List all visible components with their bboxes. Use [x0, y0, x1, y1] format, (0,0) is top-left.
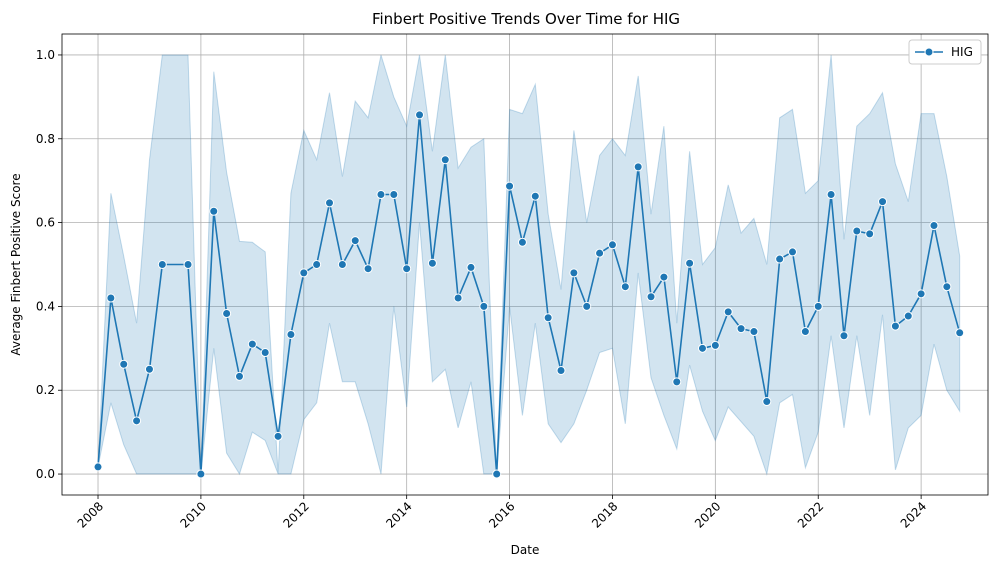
data-point: [299, 268, 309, 278]
data-point: [569, 268, 579, 278]
y-tick-label: 0.4: [36, 299, 55, 313]
data-point: [942, 282, 952, 292]
data-point: [620, 282, 630, 292]
y-tick-label: 0.6: [36, 216, 55, 230]
data-point: [813, 301, 823, 311]
data-point: [453, 293, 463, 303]
data-point: [427, 258, 437, 268]
legend-marker-icon: [924, 47, 934, 57]
data-point: [247, 339, 257, 349]
data-point: [402, 264, 412, 274]
y-tick-label: 0.0: [36, 467, 55, 481]
x-tick-label: 2008: [75, 499, 106, 530]
data-point: [492, 469, 502, 479]
x-tick-label: 2016: [486, 499, 517, 530]
data-point: [865, 229, 875, 239]
x-tick-label: 2022: [795, 499, 826, 530]
data-point: [222, 309, 232, 319]
data-point: [363, 264, 373, 274]
data-point: [710, 340, 720, 350]
x-axis-ticks: 2008 2010 2012 2014 2016 2018 2020 2022 2024: [75, 495, 929, 531]
confidence-band-layer: [97, 54, 961, 476]
data-point: [260, 348, 270, 358]
data-point: [530, 191, 540, 201]
data-point: [955, 328, 965, 338]
data-point: [762, 397, 772, 407]
x-tick-label: 2012: [280, 499, 311, 530]
y-tick-label: 0.8: [36, 132, 55, 146]
data-point: [93, 462, 103, 472]
x-tick-label: 2014: [383, 499, 414, 530]
data-point: [157, 260, 167, 269]
data-point: [595, 248, 605, 258]
data-point: [106, 293, 116, 303]
x-tick-label: 2010: [178, 499, 209, 530]
data-point: [697, 343, 707, 353]
data-point: [183, 260, 193, 269]
data-point: [685, 258, 695, 268]
data-point: [723, 307, 733, 317]
y-axis-ticks: 0.0 0.2 0.4 0.6 0.8 1.0: [36, 48, 62, 481]
legend-box: [908, 39, 982, 65]
data-point: [826, 190, 836, 200]
data-point: [234, 371, 244, 381]
data-point: [209, 206, 219, 216]
x-tick-label: 2024: [898, 499, 929, 530]
y-axis-title: Average Finbert Positive Score: [9, 173, 23, 355]
chart-title: Finbert Positive Trends Over Time for HI…: [372, 10, 680, 28]
data-point: [505, 181, 515, 191]
legend: HIG: [908, 39, 982, 65]
x-tick-label: 2020: [692, 499, 723, 530]
data-point: [916, 289, 926, 299]
y-tick-label: 0.2: [36, 383, 55, 397]
data-point: [466, 262, 476, 272]
data-point: [479, 301, 489, 311]
data-point: [800, 327, 810, 337]
data-point: [633, 162, 643, 172]
data-point: [273, 431, 283, 441]
confidence-band: [97, 54, 961, 476]
data-point: [325, 198, 335, 208]
legend-label: HIG: [951, 45, 973, 59]
data-point: [543, 313, 553, 323]
x-tick-label: 2018: [589, 499, 620, 530]
data-point: [440, 155, 450, 165]
data-point: [775, 254, 785, 264]
y-tick-label: 1.0: [36, 48, 55, 62]
data-point: [376, 190, 386, 200]
data-point: [312, 260, 322, 269]
data-point: [788, 247, 798, 257]
data-point: [749, 327, 759, 337]
data-point: [582, 301, 592, 311]
data-point: [607, 240, 617, 250]
data-point: [337, 260, 347, 269]
data-point: [286, 329, 296, 339]
data-point: [389, 190, 399, 200]
plot-frame: [61, 33, 989, 496]
data-point: [890, 321, 900, 331]
data-point: [852, 226, 862, 236]
x-axis-title: Date: [511, 543, 540, 557]
data-point: [646, 292, 656, 302]
data-point: [878, 197, 888, 207]
data-point: [196, 469, 206, 479]
data-point: [415, 110, 425, 120]
data-point: [839, 331, 849, 341]
data-point: [132, 416, 142, 426]
data-point: [903, 311, 913, 321]
data-point-layer: [93, 110, 965, 479]
data-point: [672, 377, 682, 387]
data-point: [556, 366, 566, 376]
data-point: [350, 236, 360, 246]
data-point: [736, 324, 746, 334]
data-point: [929, 221, 939, 231]
data-point: [659, 272, 669, 282]
data-point: [144, 364, 154, 374]
data-point: [517, 237, 527, 247]
data-point: [119, 359, 129, 369]
